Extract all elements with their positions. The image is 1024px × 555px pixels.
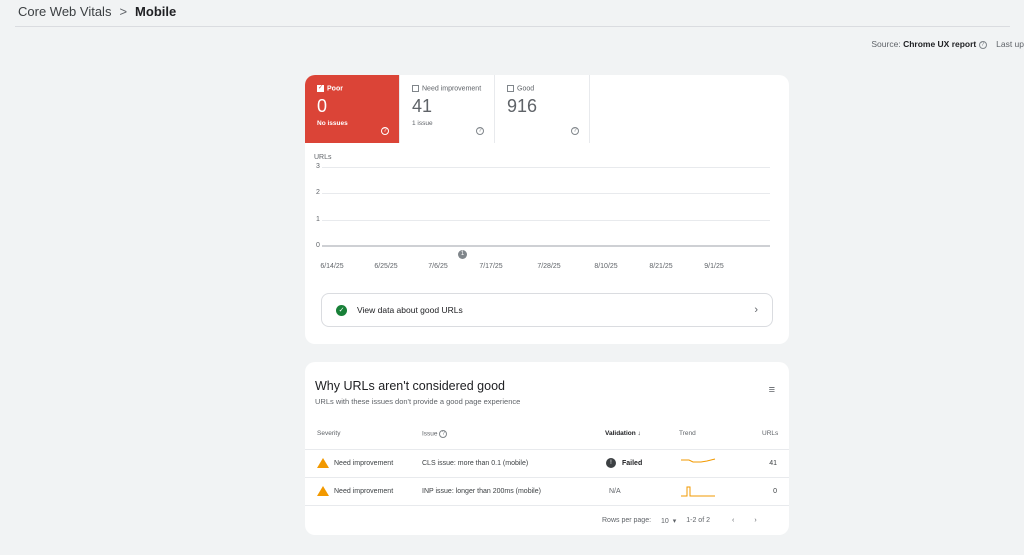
arrow-down-icon: ↓ [637,430,641,437]
filter-icon[interactable]: ≡ [768,384,775,396]
x-tick-label: 7/28/25 [537,263,561,270]
x-tick-label: 9/1/25 [704,263,724,270]
issues-card: Why URLs aren't considered good URLs wit… [305,362,789,535]
issues-title: Why URLs aren't considered good [315,379,505,393]
col-severity[interactable]: Severity [317,430,341,437]
divider [15,26,1010,27]
failed-icon: ! [606,458,616,468]
gridline [322,167,770,168]
view-good-urls-button[interactable]: ✓ View data about good URLs › [321,293,773,327]
x-tick-label: 7/6/25 [428,263,448,270]
col-urls[interactable]: URLs [762,430,779,437]
tile-good[interactable]: Good 916 ? [495,75,590,143]
prev-page-button[interactable]: ‹ [731,517,735,524]
x-tick-label: 6/25/25 [374,263,398,270]
help-icon[interactable]: ? [476,127,484,135]
issues-subtitle: URLs with these issues don't provide a g… [315,397,521,406]
col-validation[interactable]: Validation ↓ [605,430,641,437]
breadcrumb-separator: > [119,4,128,19]
help-icon[interactable]: ? [571,127,579,135]
last-updated: Last up [996,39,1024,49]
x-tick-label: 8/21/25 [649,263,673,270]
x-tick-label: 8/10/25 [594,263,618,270]
y-tick-label: 1 [316,215,320,223]
warning-icon [317,458,329,468]
gridline [322,219,770,221]
breadcrumb: Core Web Vitals > Mobile [18,4,176,19]
next-page-button[interactable]: › [754,517,757,524]
breadcrumb-parent[interactable]: Core Web Vitals [18,4,112,19]
table-row[interactable]: Need improvement CLS issue: more than 0.… [305,449,789,477]
breadcrumb-current: Mobile [135,4,177,19]
trend-sparkline [681,486,715,497]
x-tick-label: 7/17/25 [479,263,503,270]
chevron-right-icon: › [754,304,758,316]
y-tick-label: 2 [316,189,320,197]
col-issue: Issue ? [422,430,448,438]
source-value[interactable]: Chrome UX report [903,39,977,49]
x-tick-label: 6/14/25 [320,263,344,270]
y-axis-label: URLs [314,154,332,161]
checkbox-icon[interactable] [507,85,514,92]
check-circle-icon: ✓ [336,304,347,316]
tile-poor[interactable]: ✓ Poor 0 No issues ? [305,75,400,143]
help-icon[interactable]: ? [978,40,987,49]
pagination: Rows per page: 10 ▾ 1-2 of 2 ‹ › [602,517,757,525]
summary-card: ✓ Poor 0 No issues ? Need improvement 41 … [305,75,789,344]
table-row[interactable]: Need improvement INP issue: longer than … [305,477,789,505]
checkbox-icon[interactable] [412,85,419,92]
tile-need-improvement[interactable]: Need improvement 41 1 issue ? [400,75,495,143]
col-trend: Trend [679,430,696,437]
gridline [322,193,770,195]
warning-icon [317,486,329,496]
y-tick-label: 0 [316,242,320,249]
trend-sparkline [681,458,716,463]
y-tick-label: 3 [316,163,320,170]
help-icon[interactable]: ? [439,430,448,438]
rows-per-page-select[interactable]: 10 ▾ [661,518,677,525]
help-icon[interactable]: ? [381,127,389,135]
annotation-marker[interactable]: 1 [458,250,467,259]
checkbox-checked-icon[interactable]: ✓ [317,85,324,92]
source-info: Source: Chrome UX report ? Last up [871,39,1024,49]
